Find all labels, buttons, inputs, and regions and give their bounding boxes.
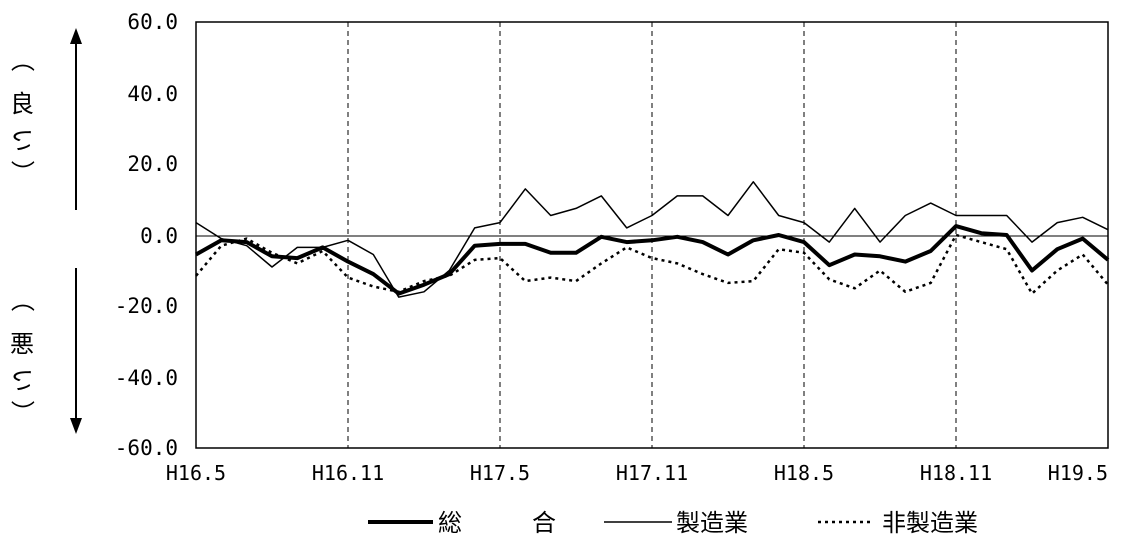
x-tick-label: H16.11 (312, 461, 384, 485)
legend-label-overall-a: 総 (438, 509, 462, 536)
x-axis-ticks: H16.5 H16.11 H17.5 H17.11 H18.5 H18.11 H… (166, 461, 1108, 485)
legend-label-manufacturing: 製造業 (676, 509, 748, 536)
down-arrow-icon (70, 418, 82, 434)
x-tick-label: H19.5 (1048, 461, 1108, 485)
y-tick-label: -20.0 (115, 294, 178, 318)
side-axis-arrows (70, 28, 82, 434)
y-tick-label: -40.0 (115, 366, 178, 390)
x-tick-label: H18.5 (774, 461, 834, 485)
series-overall-line (195, 224, 1110, 296)
side-label-good-2: い (8, 128, 36, 152)
y-tick-label: -60.0 (115, 436, 178, 460)
vertical-gridlines (347, 22, 957, 448)
x-tick-label: H17.5 (470, 461, 530, 485)
side-label-bad-2: い (8, 368, 36, 392)
y-axis-ticks: 60.0 40.0 20.0 0.0 -20.0 -40.0 -60.0 (115, 10, 178, 460)
side-label-bad-0: （ (8, 288, 36, 312)
side-label-good-0: （ (8, 48, 36, 72)
y-tick-label: 0.0 (140, 224, 178, 248)
legend-label-nonmanufacturing: 非製造業 (882, 509, 978, 536)
y-tick-label: 40.0 (127, 82, 178, 106)
side-label-good-1: 良 (10, 90, 34, 118)
side-label-bad: （ 悪 い ） (8, 288, 36, 424)
series-layer (195, 181, 1110, 298)
legend-label-overall-b: 合 (532, 509, 556, 536)
side-label-bad-1: 悪 (10, 330, 34, 358)
y-tick-label: 20.0 (127, 152, 178, 176)
side-label-good: （ 良 い ） (8, 48, 36, 184)
legend: 総 合 製造業 非製造業 (368, 509, 978, 536)
side-label-bad-3: ） (8, 400, 36, 424)
up-arrow-icon (70, 28, 82, 44)
x-tick-label: H16.5 (166, 461, 226, 485)
x-tick-label: H17.11 (616, 461, 688, 485)
side-label-good-3: ） (8, 160, 36, 184)
series-manufacturing-line (195, 181, 1109, 298)
y-tick-label: 60.0 (127, 10, 178, 34)
x-tick-label: H18.11 (920, 461, 992, 485)
